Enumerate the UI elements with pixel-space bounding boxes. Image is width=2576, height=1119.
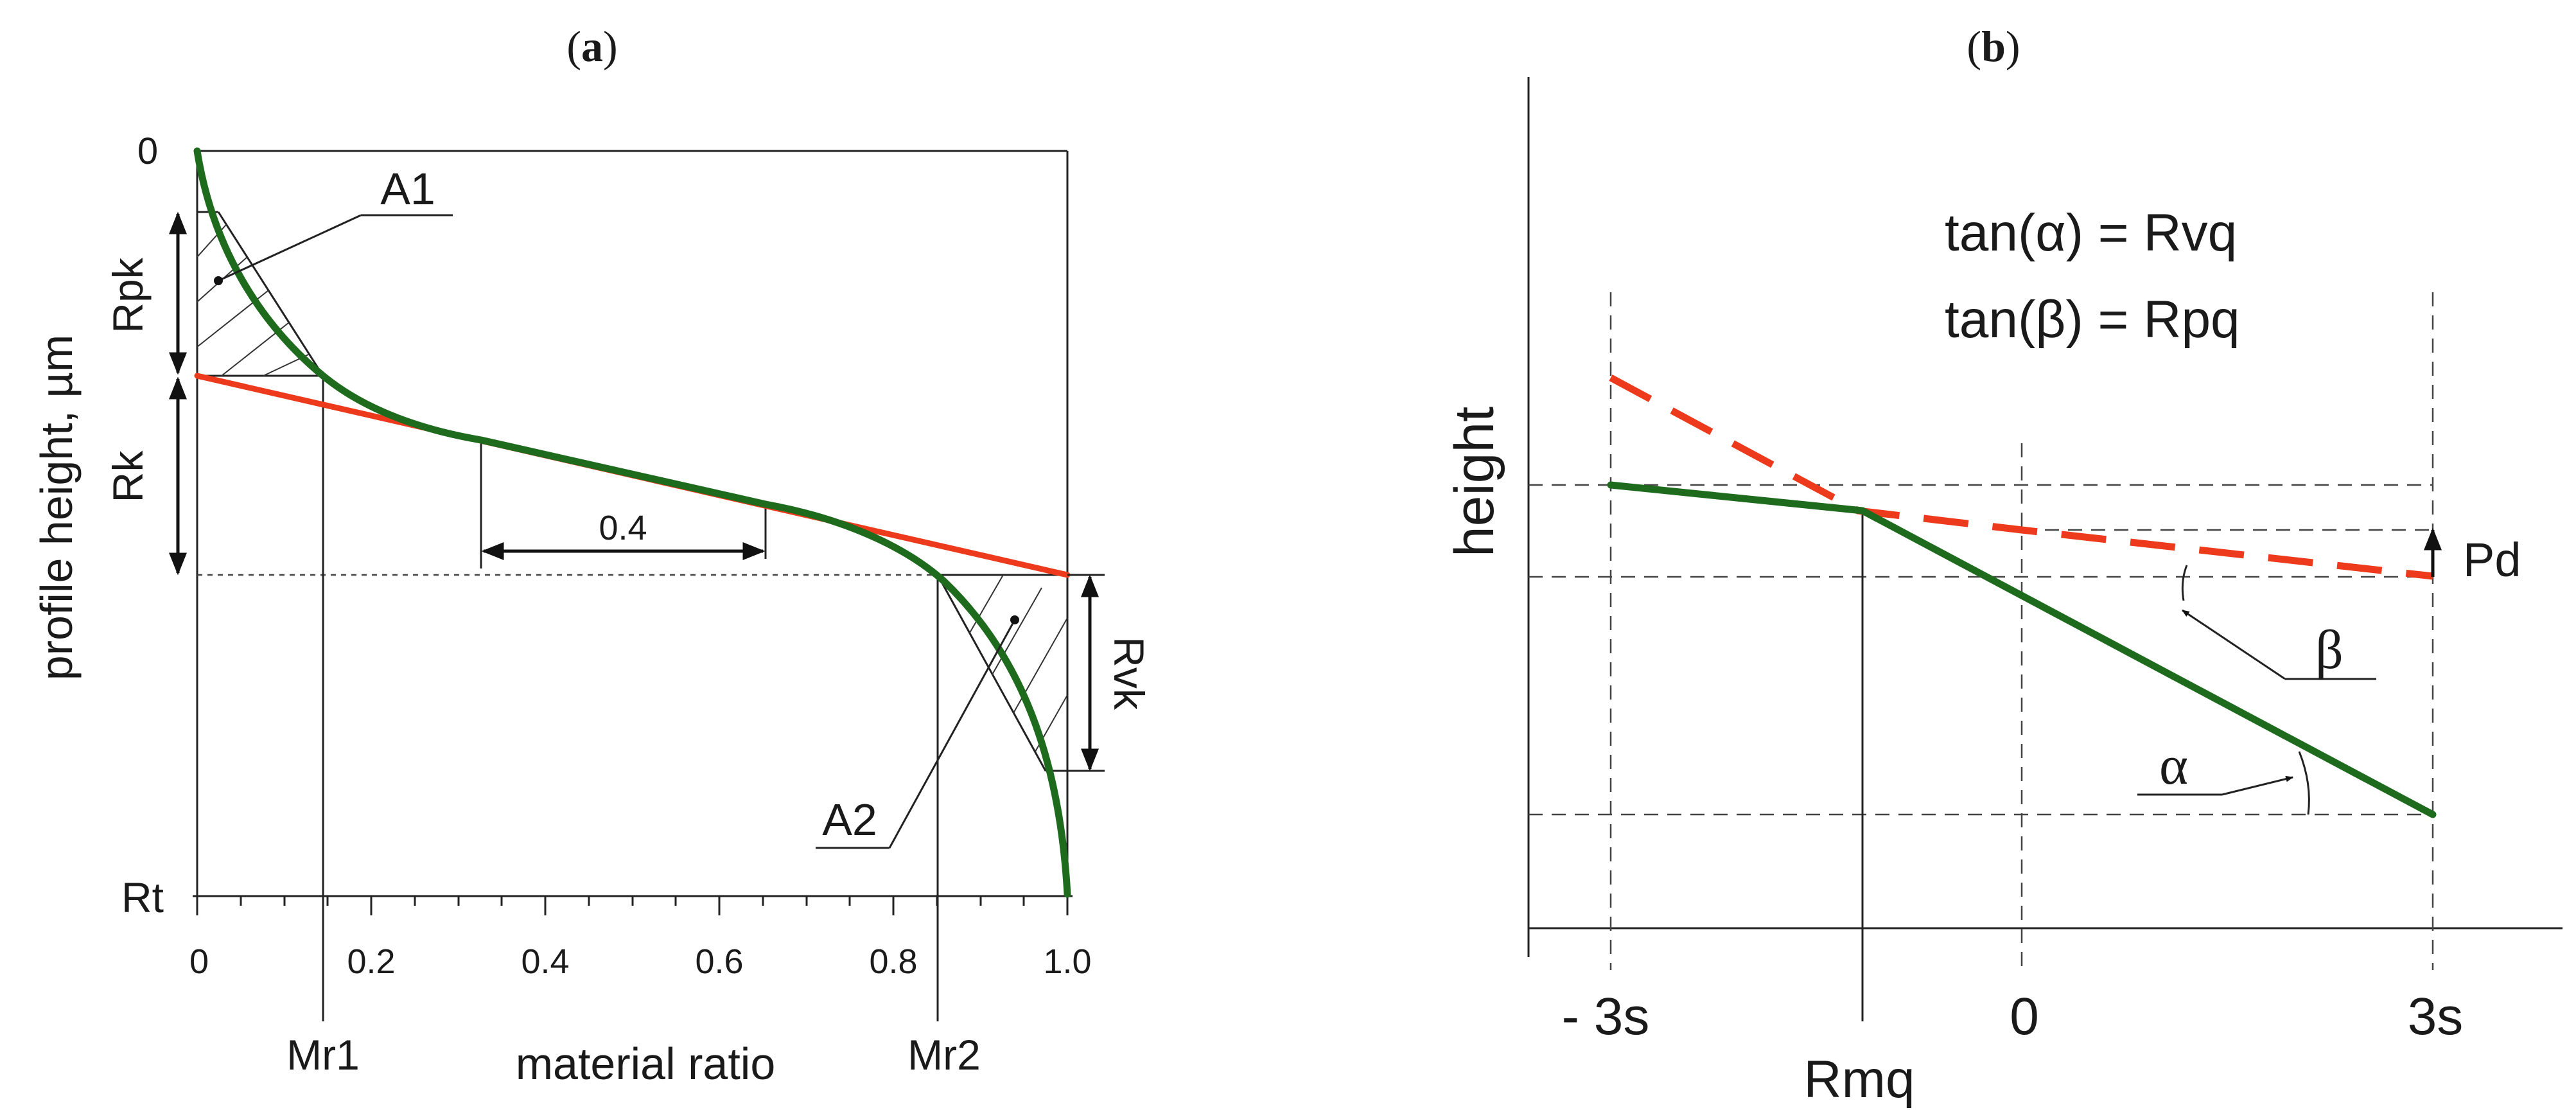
- alpha-arc: [2298, 751, 2310, 815]
- x-tick-label-08: 0.8: [869, 942, 917, 981]
- a1-hatched-area: [197, 211, 324, 377]
- a2-hatched-area: [936, 574, 1068, 772]
- bearing-area-curve: [193, 147, 1071, 898]
- mr1-label: Mr1: [286, 1031, 360, 1079]
- x-tick-label-0: 0: [189, 942, 209, 981]
- y-tick-label-top: 0: [137, 130, 158, 172]
- panel-a: (a): [31, 22, 1153, 1089]
- x-tick-label-04: 0.4: [521, 942, 569, 981]
- x-tick-label-06: 0.6: [695, 942, 743, 981]
- x-tick-zero: 0: [2010, 987, 2039, 1046]
- panel-a-minor-ticks: [240, 896, 1025, 906]
- height-distribution-line: [1607, 481, 2437, 818]
- equation-beta: tan(β) = Rpq: [1945, 290, 2240, 349]
- a2-leader-dot: [1010, 615, 1019, 624]
- x-tick-label-10: 1.0: [1043, 942, 1091, 981]
- span-label: 0.4: [599, 509, 647, 547]
- rpk-label: Rpk: [104, 257, 152, 333]
- rk-label: Rk: [104, 450, 152, 503]
- panel-b-y-axis-label: height: [1444, 407, 1505, 557]
- a2-label: A2: [822, 795, 877, 845]
- a1-leader: [218, 214, 362, 282]
- y-tick-label-bottom: Rt: [121, 874, 164, 921]
- alpha-label: α: [2159, 734, 2188, 796]
- a1-label: A1: [380, 164, 435, 214]
- rmq-label: Rmq: [1803, 1050, 1914, 1109]
- panel-a-y-axis-label: profile height, µm: [31, 335, 82, 680]
- x-tick-minus3s: - 3s: [1562, 987, 1650, 1046]
- beta-arc: [2181, 565, 2188, 601]
- x-tick-3s: 3s: [2408, 987, 2464, 1046]
- rvk-label: Rvk: [1105, 637, 1153, 710]
- pd-label: Pd: [2463, 533, 2521, 586]
- mr2-label: Mr2: [907, 1031, 981, 1079]
- x-tick-label-02: 0.2: [347, 942, 395, 981]
- panel-b: (b) Pd tan(α) = Rvq tan(β) = Rpq β: [1444, 22, 2563, 1109]
- equation-alpha: tan(α) = Rvq: [1945, 204, 2237, 262]
- panel-a-title: (a): [566, 22, 617, 71]
- a1-leader-dot: [214, 276, 223, 285]
- pq-dashed-line: [1609, 374, 2433, 580]
- panel-b-title: (b): [1967, 22, 2020, 71]
- alpha-leader: [2221, 775, 2294, 796]
- panel-a-x-axis-label: material ratio: [516, 1039, 776, 1089]
- a2-leader: [888, 619, 1016, 849]
- beta-leader: [2182, 609, 2286, 680]
- beta-label: β: [2315, 619, 2344, 680]
